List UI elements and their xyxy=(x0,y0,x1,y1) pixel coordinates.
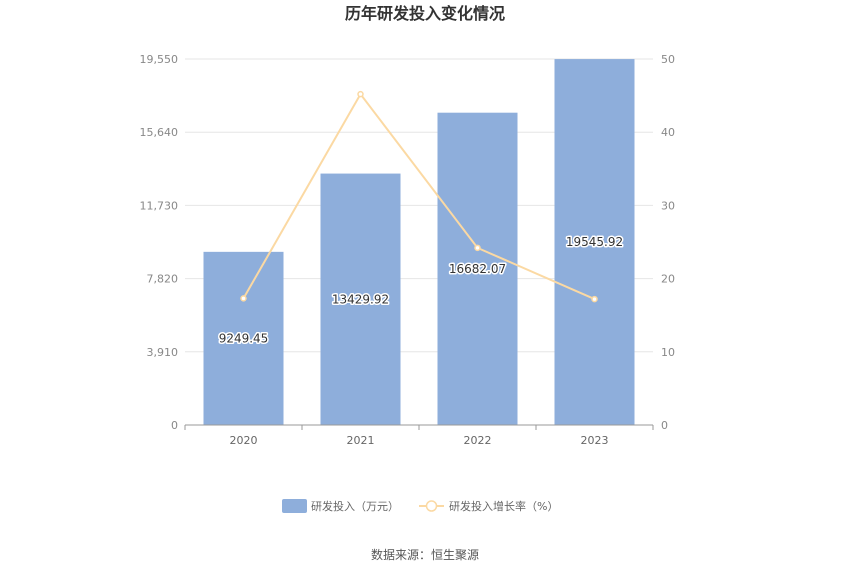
left-y-axis: 0 3,910 7,820 11,730 15,640 19,550 xyxy=(140,53,179,432)
legend-bar-swatch[interactable] xyxy=(282,499,307,513)
right-tick-label: 10 xyxy=(661,346,675,359)
x-tick-label: 2020 xyxy=(230,434,258,447)
bar xyxy=(554,59,635,425)
left-tick-label: 3,910 xyxy=(147,346,179,359)
bar xyxy=(320,173,401,425)
bar-value-label: 19545.92 xyxy=(566,235,623,249)
line-series xyxy=(240,90,598,303)
growth-point xyxy=(357,90,364,98)
left-tick-label: 19,550 xyxy=(140,53,179,66)
growth-point xyxy=(240,295,247,302)
bar xyxy=(437,112,518,426)
legend-line-label[interactable]: 研发投入增长率（%） xyxy=(449,499,558,513)
bar-value-label: 9249.45 xyxy=(219,331,269,345)
right-tick-label: 0 xyxy=(661,419,668,432)
right-tick-label: 50 xyxy=(661,53,675,66)
legend: 研发投入（万元） 研发投入增长率（%） xyxy=(282,499,558,513)
right-tick-label: 30 xyxy=(661,199,675,212)
x-tick-label: 2023 xyxy=(581,434,609,447)
bar-value-label: 16682.07 xyxy=(449,262,506,276)
growth-point xyxy=(474,244,481,252)
right-tick-label: 40 xyxy=(661,126,675,139)
growth-line xyxy=(242,92,595,301)
source-note: 数据来源：恒生聚源 xyxy=(371,547,479,562)
left-tick-label: 15,640 xyxy=(140,126,179,139)
right-tick-label: 20 xyxy=(661,273,675,286)
left-tick-label: 11,730 xyxy=(140,199,179,212)
left-tick-label: 7,820 xyxy=(147,273,179,286)
bar-value-label: 13429.92 xyxy=(332,292,389,306)
legend-line-marker[interactable] xyxy=(425,500,438,512)
left-tick-label: 0 xyxy=(171,419,178,432)
right-y-axis: 0 10 20 30 40 50 xyxy=(661,53,675,432)
x-axis: 2020 2021 2022 2023 xyxy=(184,424,654,447)
legend-bar-label[interactable]: 研发投入（万元） xyxy=(311,499,399,513)
x-tick-label: 2022 xyxy=(464,434,492,447)
bar xyxy=(203,251,284,425)
chart-title: 历年研发投入变化情况 xyxy=(345,4,505,23)
x-tick-label: 2021 xyxy=(347,434,375,447)
bar-series xyxy=(203,59,635,426)
growth-point xyxy=(591,295,598,303)
data-labels: 9249.45 13429.92 16682.07 19545.92 xyxy=(217,234,624,347)
